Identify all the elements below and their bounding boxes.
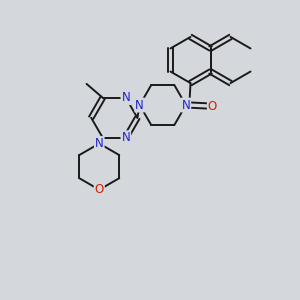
Text: N: N — [182, 98, 190, 112]
Text: O: O — [94, 183, 104, 196]
Text: N: N — [122, 91, 130, 104]
Text: N: N — [135, 98, 144, 112]
Text: O: O — [208, 100, 217, 113]
Text: N: N — [95, 137, 103, 150]
Text: N: N — [122, 131, 130, 144]
